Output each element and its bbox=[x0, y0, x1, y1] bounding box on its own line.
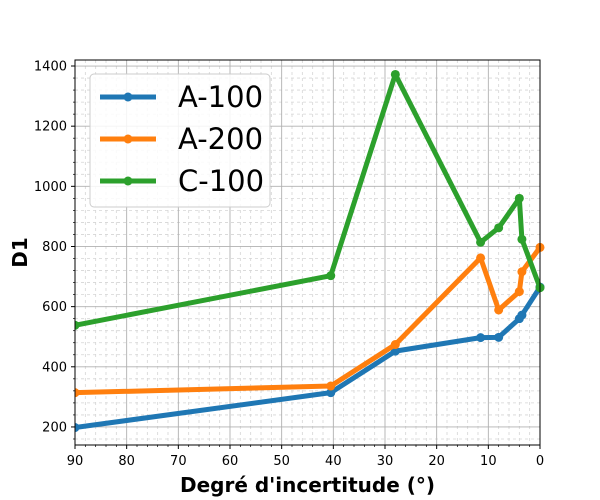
x-tick-label: 50 bbox=[273, 454, 290, 469]
data-point bbox=[476, 253, 486, 263]
data-point bbox=[476, 333, 486, 343]
data-point bbox=[390, 69, 400, 79]
plot-frame bbox=[74, 59, 541, 446]
series-layer bbox=[75, 69, 545, 433]
data-point bbox=[476, 237, 486, 247]
data-point bbox=[517, 310, 527, 320]
data-point bbox=[494, 305, 504, 315]
tick-labels: 90 80 70 60 50 40 30 20 10 0 200 400 600 800 1000 1200 1… bbox=[34, 60, 544, 469]
data-point bbox=[514, 193, 524, 203]
x-tick-label: 60 bbox=[222, 454, 239, 469]
x-tick-label: 30 bbox=[377, 454, 394, 469]
x-tick-label: 40 bbox=[325, 454, 342, 469]
legend-entry-a-100: A-100 bbox=[100, 80, 263, 114]
data-point bbox=[390, 340, 400, 350]
data-point bbox=[494, 332, 504, 342]
series-a-100 bbox=[75, 282, 545, 433]
legend-marker bbox=[123, 92, 133, 102]
data-point bbox=[494, 223, 504, 233]
series-c-100 bbox=[75, 69, 545, 330]
series-a-200 bbox=[75, 242, 545, 398]
x-tick-label: 70 bbox=[170, 454, 187, 469]
data-point bbox=[326, 388, 336, 398]
data-point bbox=[517, 234, 527, 244]
y-tick-label: 1200 bbox=[34, 120, 67, 135]
data-point bbox=[75, 320, 80, 330]
y-tick-label: 200 bbox=[42, 420, 67, 435]
y-tick-label: 400 bbox=[42, 360, 67, 375]
data-point bbox=[75, 423, 80, 433]
legend-label: A-200 bbox=[178, 122, 263, 156]
legend-marker bbox=[123, 134, 133, 144]
legend-box bbox=[89, 73, 271, 208]
y-tick-label: 800 bbox=[42, 240, 67, 255]
data-point bbox=[326, 381, 336, 391]
legend-entry-c-100: C-100 bbox=[100, 164, 264, 198]
data-point bbox=[514, 287, 524, 297]
legend-entry-a-200: A-200 bbox=[100, 122, 263, 156]
y-axis-title: D1 bbox=[8, 237, 32, 268]
y-tick-label: 600 bbox=[42, 300, 67, 315]
legend: A-100 A-200 C-100 bbox=[89, 73, 271, 208]
y-tick-label: 1400 bbox=[34, 60, 67, 75]
x-axis-title: Degré d'incertitude (°) bbox=[180, 473, 435, 497]
x-tick-label: 90 bbox=[67, 454, 84, 469]
data-point bbox=[326, 271, 336, 281]
y-tick-label: 1000 bbox=[34, 180, 67, 195]
legend-label: A-100 bbox=[178, 80, 263, 114]
data-point bbox=[517, 267, 527, 277]
series-line bbox=[75, 71, 543, 328]
data-point bbox=[75, 388, 80, 398]
x-tick-label: 10 bbox=[480, 454, 497, 469]
axis-ticks bbox=[71, 65, 541, 449]
x-tick-label: 20 bbox=[428, 454, 445, 469]
x-tick-label: 0 bbox=[536, 454, 544, 469]
legend-marker bbox=[123, 176, 133, 186]
legend-label: C-100 bbox=[178, 164, 264, 198]
x-tick-label: 80 bbox=[118, 454, 135, 469]
minor-grid bbox=[75, 60, 540, 445]
